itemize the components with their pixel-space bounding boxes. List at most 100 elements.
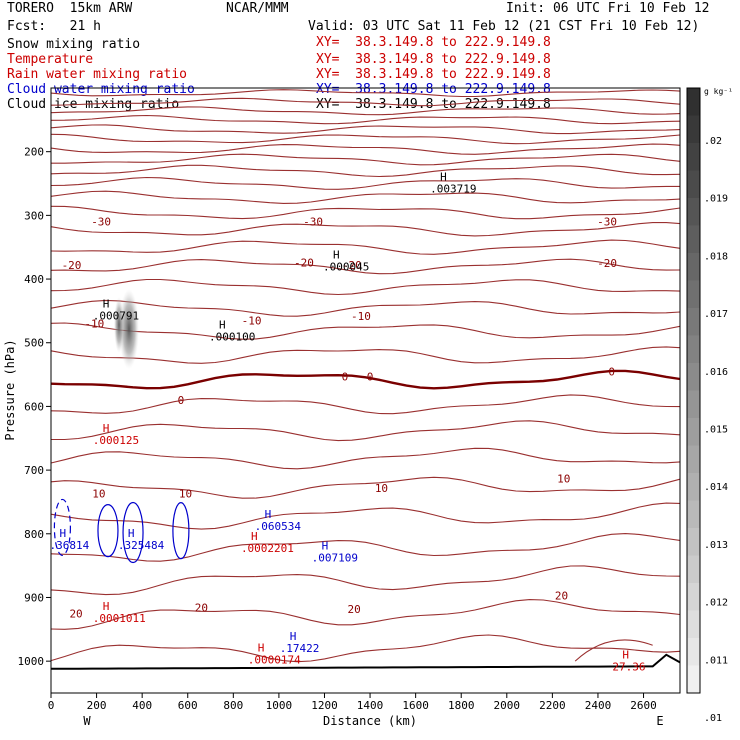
colorbar-unit: g kg⁻¹ xyxy=(704,87,733,96)
maximum-value: .000125 xyxy=(93,434,139,447)
x-tick-label: 400 xyxy=(132,699,152,712)
colorbar-swatch xyxy=(687,390,700,419)
x-tick-label: 1400 xyxy=(357,699,384,712)
isotherm-line xyxy=(50,447,681,470)
isotherm-line xyxy=(50,533,681,562)
colorbar-swatch xyxy=(687,115,700,144)
maximum-marker: H xyxy=(128,527,135,540)
y-tick-label: 600 xyxy=(24,400,44,413)
organization: NCAR/MMM xyxy=(226,1,289,16)
x-tick-label: 1800 xyxy=(448,699,475,712)
colorbar-swatch xyxy=(687,473,700,501)
maximum-value: .000045 xyxy=(323,261,369,274)
temperature-contour-label: -20 xyxy=(294,256,314,269)
isotherm-line xyxy=(50,124,681,135)
colorbar-swatch xyxy=(687,583,700,611)
colorbar-label: .017 xyxy=(704,309,728,320)
x-axis-label: Distance (km) xyxy=(323,714,417,728)
maximum-value: .060534 xyxy=(255,520,302,533)
y-tick-label: 200 xyxy=(24,146,44,159)
maximum-marker: H xyxy=(265,508,272,521)
maximum-marker: H xyxy=(333,249,340,262)
x-tick-label: 2400 xyxy=(585,699,612,712)
colorbar: .02 .019 .018 .017 .016 .015 .014 .013 .012 .011.… xyxy=(686,87,733,724)
field-cloud-water-label: Cloud water mixing ratio xyxy=(7,82,195,97)
maxima-labels: H.003719H.000045H.000791H.000100H.000125… xyxy=(50,170,646,673)
maximum-value: .0000174 xyxy=(248,654,301,667)
isotherm-line xyxy=(51,420,681,442)
colorbar-swatch xyxy=(687,528,700,556)
isotherm-line xyxy=(50,299,681,317)
temperature-contour-label: -30 xyxy=(303,216,323,229)
colorbar-label: .016 xyxy=(704,367,728,378)
contour-labels: -30 -30 -30 -20 -20 -20 -20 -10 -10 -10 0 0 0 0 10 10 10… xyxy=(62,216,617,621)
maximum-value: .325484 xyxy=(118,539,165,552)
y-tick-label: 1000 xyxy=(18,655,45,668)
isotherm-line xyxy=(50,565,681,596)
isotherm-line xyxy=(50,634,681,663)
y-tick-label: 500 xyxy=(24,337,44,350)
terrain-line xyxy=(50,653,681,670)
isotherm-line xyxy=(50,239,681,255)
cloud-water-contour xyxy=(53,498,71,557)
y-tick-label: 900 xyxy=(24,591,44,604)
isotherm-line xyxy=(50,133,681,145)
init-time: Init: 06 UTC Fri 10 Feb 12 xyxy=(506,1,710,16)
y-tick-label: 300 xyxy=(24,209,44,222)
isotherm-line xyxy=(51,153,681,166)
colorbar-swatch xyxy=(687,335,700,364)
snow-maximum-blob xyxy=(114,297,124,353)
maximum-value: .000100 xyxy=(209,331,255,344)
colorbar-label: .01 xyxy=(704,713,722,724)
valid-time: Valid: 03 UTC Sat 11 Feb 12 (21 CST Fri … xyxy=(308,19,700,34)
temperature-contour-label: 0 xyxy=(367,370,374,383)
isotherm-line xyxy=(50,394,681,415)
isotherm-line xyxy=(50,176,680,190)
isotherm-line xyxy=(50,190,681,204)
colorbar-swatch xyxy=(687,198,700,226)
colorbar-label: .018 xyxy=(704,251,728,262)
colorbar-label: .011 xyxy=(704,655,728,666)
maximum-marker: H xyxy=(258,642,265,655)
east-end-label: E xyxy=(656,714,663,728)
cloud-water-contour xyxy=(97,504,119,558)
xy-range-top: XY= 38.3.149.8 to 222.9.149.8 xyxy=(316,35,551,50)
isotherm-line xyxy=(50,205,681,220)
maximum-marker: H xyxy=(251,530,258,543)
temperature-contour-label: 20 xyxy=(555,590,568,603)
maximum-value: .0002201 xyxy=(241,542,294,555)
colorbar-label: .014 xyxy=(704,482,728,493)
field-temperature-xy: XY= 38.3.149.8 to 222.9.149.8 xyxy=(316,52,551,67)
colorbar-label: .019 xyxy=(704,194,728,205)
temperature-contour-label: 10 xyxy=(92,488,105,501)
colorbar-swatch xyxy=(687,170,700,199)
maximum-marker: H xyxy=(60,527,67,540)
colorbar-label: .015 xyxy=(704,425,728,436)
x-tick-label: 800 xyxy=(223,699,243,712)
field-snow-label: Snow mixing ratio xyxy=(7,37,141,52)
field-rain-xy: XY= 38.3.149.8 to 222.9.149.8 xyxy=(316,67,551,82)
isotherm-line xyxy=(50,476,681,499)
maximum-marker: H xyxy=(103,600,110,613)
maximum-value: .36814 xyxy=(50,539,90,552)
maximum-value: .0001011 xyxy=(93,612,146,625)
snow-maximum-blob xyxy=(119,289,139,369)
isotherm-line xyxy=(50,278,681,296)
x-tick-label: 0 xyxy=(48,699,55,712)
isotherm-line xyxy=(50,346,681,364)
cloud-water-contour xyxy=(122,501,144,564)
isotherm-line xyxy=(50,322,681,340)
temperature-contour-label: 0 xyxy=(342,370,349,383)
temperature-contour-label: 10 xyxy=(375,482,388,495)
x-tick-label: 2200 xyxy=(539,699,566,712)
temperature-contour-label: -30 xyxy=(91,216,111,229)
colorbar-swatch xyxy=(687,88,700,116)
colorbar-swatch xyxy=(687,418,700,446)
isotherm-line xyxy=(574,639,653,662)
isotherm-line xyxy=(50,258,681,275)
colorbar-swatch xyxy=(687,500,700,529)
x-tick-label: 2000 xyxy=(494,699,521,712)
cloud-water-contours xyxy=(53,498,190,564)
temperature-contour-label: 0 xyxy=(608,365,615,378)
